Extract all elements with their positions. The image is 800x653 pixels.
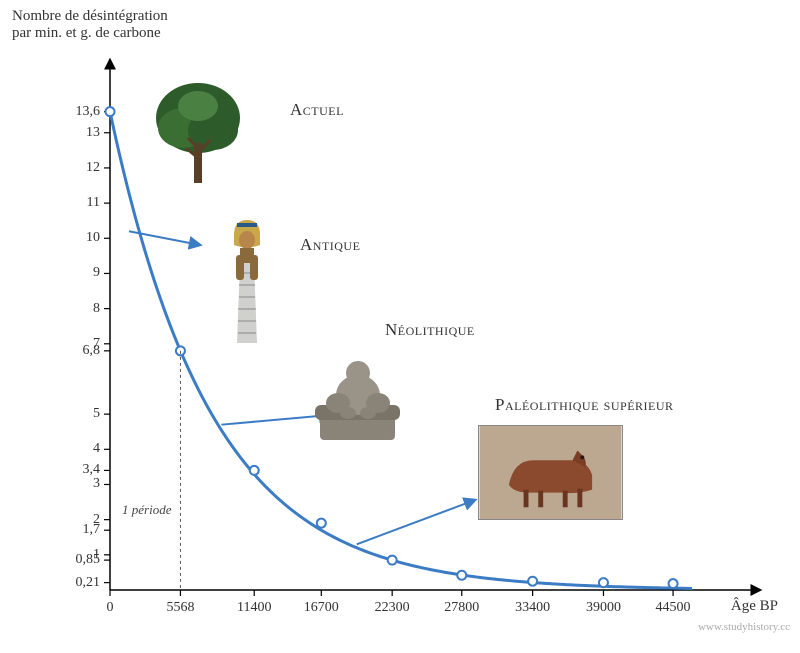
y-axis-title: Nombre de désintégration par min. et g. … — [12, 8, 168, 42]
carbon14-decay-chart: Nombre de désintégration par min. et g. … — [0, 0, 800, 653]
y-tick-label-special: 0,21 — [68, 575, 100, 591]
period-label-neolithique: Néolithique — [385, 320, 475, 340]
x-tick-label: 0 — [107, 600, 114, 616]
x-tick-label: 16700 — [304, 600, 339, 616]
watermark: www.studyhistory.cc — [698, 621, 790, 633]
y-tick-label-special: 1,7 — [68, 522, 100, 538]
one-period-label: 1 période — [122, 502, 171, 518]
x-axis-title: Âge BP — [731, 598, 778, 615]
y-tick-label-special: 0,85 — [68, 552, 100, 568]
x-tick-label: 5568 — [166, 600, 194, 616]
period-label-antique: Antique — [300, 235, 360, 255]
x-tick-label: 44500 — [656, 600, 691, 616]
y-tick-label-special: 6,8 — [68, 343, 100, 359]
x-tick-label: 11400 — [237, 600, 271, 616]
x-tick-label: 27800 — [444, 600, 479, 616]
period-label-actuel: Actuel — [290, 100, 344, 120]
y-tick-label-special: 3,4 — [68, 462, 100, 478]
x-tick-label: 22300 — [375, 600, 410, 616]
x-tick-label: 33400 — [515, 600, 550, 616]
period-label-paleolithique: Paléolithique supérieur — [495, 395, 674, 415]
x-tick-label: 39000 — [586, 600, 621, 616]
y-tick-label-special: 13,6 — [68, 104, 100, 120]
